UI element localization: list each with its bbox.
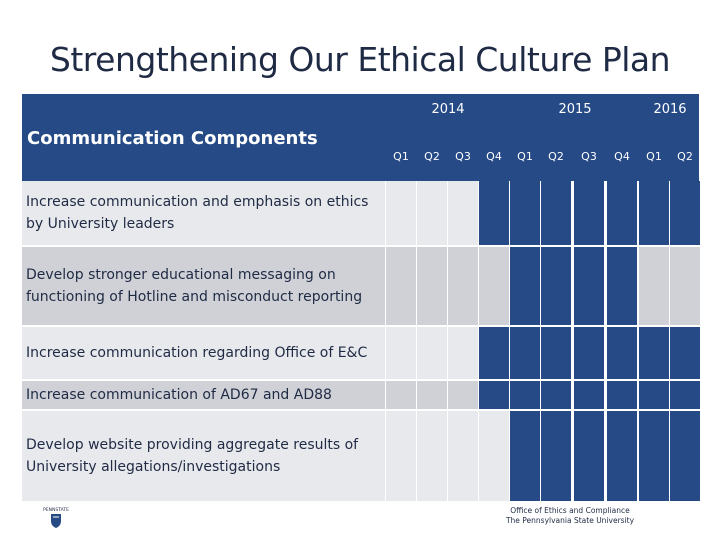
timeline-cell-empty: [386, 411, 416, 501]
timeline-cell-active: [607, 247, 637, 325]
row-label: Develop stronger educational messaging o…: [22, 247, 385, 325]
timeline-cell-active: [479, 327, 509, 379]
footer-office: Office of Ethics and Compliance: [510, 506, 630, 515]
year-2014: 2014: [431, 102, 465, 117]
timeline-cell-empty: [670, 247, 700, 325]
quarter-label: Q2: [677, 150, 693, 163]
timeline-cell-empty: [448, 181, 478, 245]
timeline-cell-empty: [386, 381, 416, 409]
footer: Office of Ethics and Compliance The Penn…: [480, 506, 660, 526]
timeline-cell-active: [574, 381, 604, 409]
timeline-cell-active: [541, 247, 571, 325]
timeline-cell-active: [541, 327, 571, 379]
quarter-label: Q2: [424, 150, 440, 163]
timeline-cell-empty: [448, 381, 478, 409]
quarter-label: Q4: [486, 150, 502, 163]
quarter-label: Q1: [393, 150, 409, 163]
timeline-cell-active: [607, 327, 637, 379]
timeline-cell-active: [510, 327, 540, 379]
timeline-cell-active: [670, 411, 700, 501]
timeline-cell-empty: [639, 247, 669, 325]
timeline-cell-active: [574, 411, 604, 501]
timeline-cell-active: [607, 411, 637, 501]
timeline-cell-active: [639, 181, 669, 245]
timeline-cell-empty: [448, 327, 478, 379]
row-label: Develop website providing aggregate resu…: [22, 411, 385, 501]
timeline-cell-active: [510, 411, 540, 501]
timeline-cell-active: [670, 327, 700, 379]
timeline-cell-empty: [479, 411, 509, 501]
timeline-cell-active: [607, 381, 637, 409]
timeline-cell-active: [541, 181, 571, 245]
page-title: Strengthening Our Ethical Culture Plan: [49, 40, 671, 79]
timeline-cell-active: [639, 327, 669, 379]
year-2016: 2016: [653, 102, 687, 117]
timeline-cell-empty: [417, 411, 447, 501]
timeline-cell-active: [639, 381, 669, 409]
row-label: Increase communication and emphasis on e…: [22, 181, 385, 245]
quarter-label: Q1: [517, 150, 533, 163]
quarter-label: Q3: [581, 150, 597, 163]
row-label: Increase communication of AD67 and AD88: [22, 381, 385, 409]
timeline-cell-active: [574, 327, 604, 379]
timeline-cell-active: [510, 247, 540, 325]
footer-university: The Pennsylvania State University: [505, 516, 635, 525]
timeline-cell-active: [574, 181, 604, 245]
timeline-cell-empty: [448, 247, 478, 325]
timeline-cell-active: [541, 411, 571, 501]
timeline-cell-active: [510, 381, 540, 409]
timeline-cell-active: [574, 247, 604, 325]
timeline-cell-active: [639, 411, 669, 501]
timeline-cell-empty: [386, 181, 416, 245]
timeline-cell-empty: [417, 247, 447, 325]
table-header: [22, 94, 699, 181]
timeline-cell-active: [607, 181, 637, 245]
timeline-cell-empty: [479, 247, 509, 325]
timeline-cell-empty: [386, 247, 416, 325]
components-heading: Communication Components: [27, 128, 318, 149]
logo-text: PENNSTATE: [43, 507, 69, 513]
timeline-cell-active: [541, 381, 571, 409]
year-2015: 2015: [558, 102, 592, 117]
quarter-label: Q2: [548, 150, 564, 163]
timeline-cell-active: [479, 181, 509, 245]
pennstate-logo: PENNSTATE: [43, 507, 69, 528]
timeline-cell-active: [670, 181, 700, 245]
timeline-cell-empty: [417, 181, 447, 245]
timeline-cell-empty: [386, 327, 416, 379]
timeline-cell-empty: [417, 327, 447, 379]
quarter-label: Q4: [614, 150, 630, 163]
row-label: Increase communication regarding Office …: [22, 327, 385, 379]
timeline-cell-active: [510, 181, 540, 245]
timeline-cell-active: [670, 381, 700, 409]
timeline-cell-empty: [417, 381, 447, 409]
timeline-cell-empty: [448, 411, 478, 501]
quarter-label: Q3: [455, 150, 471, 163]
quarter-label: Q1: [646, 150, 662, 163]
timeline-cell-active: [479, 381, 509, 409]
